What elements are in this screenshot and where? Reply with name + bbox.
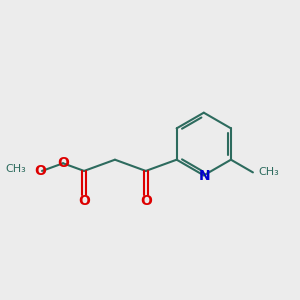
Text: O: O <box>140 194 152 208</box>
Text: CH₃: CH₃ <box>258 167 279 177</box>
Text: O: O <box>78 194 90 208</box>
Text: O: O <box>34 164 46 178</box>
Text: CH₃: CH₃ <box>6 164 26 174</box>
Text: O: O <box>57 156 69 170</box>
Text: N: N <box>199 169 210 183</box>
